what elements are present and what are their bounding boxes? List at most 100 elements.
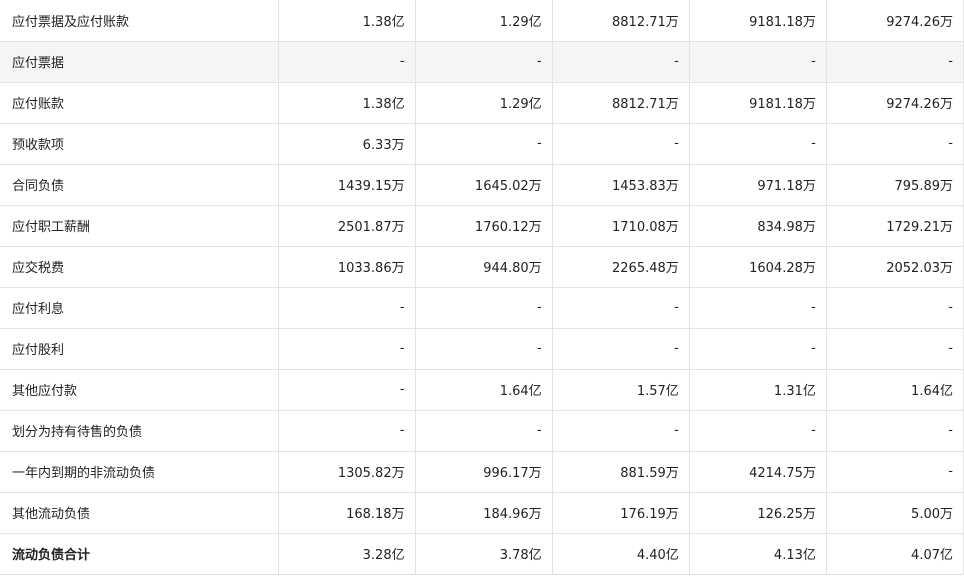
cell-value: 4214.75万	[688, 450, 827, 493]
table-row: 划分为持有待售的负债 - - - - -	[0, 409, 964, 452]
cell-value: 184.96万	[414, 491, 553, 534]
cell-value: -	[277, 40, 416, 83]
table-row: 应付股利 - - - - -	[0, 327, 964, 370]
cell-value: -	[277, 286, 416, 329]
table-row: 应付职工薪酬 2501.87万 1760.12万 1710.08万 834.98万 172…	[0, 204, 964, 247]
cell-value: 1710.08万	[551, 204, 690, 247]
row-label: 预收款项	[0, 122, 279, 165]
cell-value: 1033.86万	[277, 245, 416, 288]
cell-value: 1.31亿	[688, 368, 827, 411]
cell-value: 5.00万	[825, 491, 964, 534]
cell-value: 1729.21万	[825, 204, 964, 247]
cell-value: -	[688, 40, 827, 83]
cell-value: -	[277, 409, 416, 452]
cell-value: -	[825, 327, 964, 370]
cell-value: 1305.82万	[277, 450, 416, 493]
cell-value: 971.18万	[688, 163, 827, 206]
cell-value: 176.19万	[551, 491, 690, 534]
row-label: 一年内到期的非流动负债	[0, 450, 279, 493]
cell-value: -	[825, 122, 964, 165]
cell-value: 1453.83万	[551, 163, 690, 206]
cell-value: 834.98万	[688, 204, 827, 247]
cell-value: 795.89万	[825, 163, 964, 206]
row-label: 应付职工薪酬	[0, 204, 279, 247]
row-label: 应付票据及应付账款	[0, 0, 279, 42]
cell-value: -	[688, 286, 827, 329]
table-row: 流动负债合计 3.28亿 3.78亿 4.40亿 4.13亿 4.07亿	[0, 532, 964, 575]
cell-value: 9274.26万	[825, 81, 964, 124]
cell-value: -	[825, 409, 964, 452]
cell-value: 2265.48万	[551, 245, 690, 288]
row-label: 其他应付款	[0, 368, 279, 411]
cell-value: -	[825, 40, 964, 83]
cell-value: 9181.18万	[688, 81, 827, 124]
cell-value: 1.64亿	[414, 368, 553, 411]
cell-value: -	[414, 327, 553, 370]
table-row: 应付利息 - - - - -	[0, 286, 964, 329]
cell-value: 4.13亿	[688, 532, 827, 575]
cell-value: -	[688, 122, 827, 165]
cell-value: -	[414, 40, 553, 83]
table-row: 一年内到期的非流动负债 1305.82万 996.17万 881.59万 4214.75…	[0, 450, 964, 493]
cell-value: -	[414, 122, 553, 165]
cell-value: 1604.28万	[688, 245, 827, 288]
cell-value: -	[551, 327, 690, 370]
row-label: 应付股利	[0, 327, 279, 370]
cell-value: 4.07亿	[825, 532, 964, 575]
table-row: 应付票据 - - - - -	[0, 40, 964, 83]
cell-value: -	[688, 409, 827, 452]
cell-value: 944.80万	[414, 245, 553, 288]
row-label: 划分为持有待售的负债	[0, 409, 279, 452]
cell-value: 3.28亿	[277, 532, 416, 575]
cell-value: -	[414, 409, 553, 452]
table-row: 其他流动负债 168.18万 184.96万 176.19万 126.25万 5.00万	[0, 491, 964, 534]
cell-value: 1.29亿	[414, 81, 553, 124]
cell-value: 1439.15万	[277, 163, 416, 206]
cell-value: 168.18万	[277, 491, 416, 534]
cell-value: -	[414, 286, 553, 329]
row-label: 流动负债合计	[0, 532, 279, 575]
cell-value: 4.40亿	[551, 532, 690, 575]
row-label: 合同负债	[0, 163, 279, 206]
cell-value: 8812.71万	[551, 81, 690, 124]
table-row: 合同负债 1439.15万 1645.02万 1453.83万 971.18万 795.8…	[0, 163, 964, 206]
cell-value: -	[825, 450, 964, 493]
cell-value: 996.17万	[414, 450, 553, 493]
cell-value: 1.64亿	[825, 368, 964, 411]
cell-value: 8812.71万	[551, 0, 690, 42]
cell-value: 1.57亿	[551, 368, 690, 411]
cell-value: -	[277, 368, 416, 411]
cell-value: 2501.87万	[277, 204, 416, 247]
row-label: 应付利息	[0, 286, 279, 329]
table-row: 预收款项 6.33万 - - - -	[0, 122, 964, 165]
cell-value: 1760.12万	[414, 204, 553, 247]
row-label: 应付票据	[0, 40, 279, 83]
row-label: 其他流动负债	[0, 491, 279, 534]
cell-value: 6.33万	[277, 122, 416, 165]
cell-value: 126.25万	[688, 491, 827, 534]
table-row: 应交税费 1033.86万 944.80万 2265.48万 1604.28万 2052.…	[0, 245, 964, 288]
cell-value: 1.29亿	[414, 0, 553, 42]
cell-value: 2052.03万	[825, 245, 964, 288]
cell-value: 3.78亿	[414, 532, 553, 575]
cell-value: 1.38亿	[277, 81, 416, 124]
row-label: 应付账款	[0, 81, 279, 124]
cell-value: 1.38亿	[277, 0, 416, 42]
table-row: 应付账款 1.38亿 1.29亿 8812.71万 9181.18万 9274.26万	[0, 81, 964, 124]
cell-value: 881.59万	[551, 450, 690, 493]
cell-value: -	[551, 286, 690, 329]
cell-value: -	[825, 286, 964, 329]
cell-value: -	[551, 40, 690, 83]
cell-value: 1645.02万	[414, 163, 553, 206]
cell-value: -	[277, 327, 416, 370]
cell-value: 9274.26万	[825, 0, 964, 42]
cell-value: -	[688, 327, 827, 370]
table-row: 应付票据及应付账款 1.38亿 1.29亿 8812.71万 9181.18万 9274.…	[0, 0, 964, 42]
cell-value: 9181.18万	[688, 0, 827, 42]
row-label: 应交税费	[0, 245, 279, 288]
cell-value: -	[551, 409, 690, 452]
cell-value: -	[551, 122, 690, 165]
table-row: 其他应付款 -1.64亿 1.57亿 1.31亿 1.64亿	[0, 368, 964, 411]
